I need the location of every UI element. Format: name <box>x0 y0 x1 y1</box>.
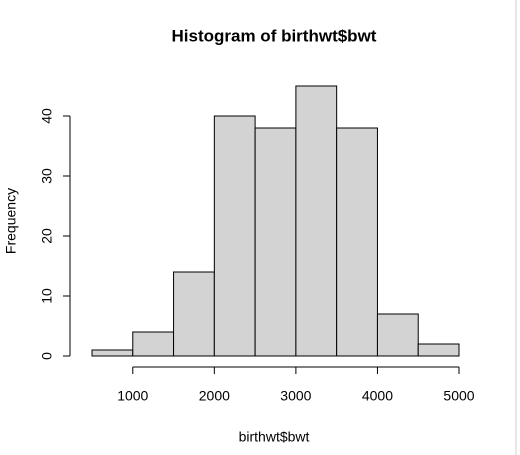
y-tick-label: 40 <box>39 108 55 124</box>
bar <box>417 343 460 357</box>
x-axis-label: birthwt$bwt <box>239 429 310 445</box>
bar <box>376 313 419 357</box>
x-tick-label: 1000 <box>117 388 148 404</box>
x-tick-label: 3000 <box>280 388 311 404</box>
bar <box>213 115 256 357</box>
bar <box>254 127 297 357</box>
bar <box>91 349 134 357</box>
y-axis-label: Frequency <box>3 188 19 254</box>
y-tick-label: 10 <box>39 288 55 304</box>
x-tick-label: 4000 <box>362 388 393 404</box>
chart-title: Histogram of birthwt$bwt <box>172 26 377 45</box>
bar <box>336 127 378 357</box>
bar <box>295 85 338 357</box>
y-tick-label: 0 <box>39 352 55 360</box>
x-tick-label: 2000 <box>199 388 230 404</box>
bar <box>132 331 175 357</box>
y-tick-label: 20 <box>39 228 55 244</box>
bar <box>173 271 215 357</box>
y-tick-label: 30 <box>39 168 55 184</box>
x-tick-label: 5000 <box>443 388 474 404</box>
